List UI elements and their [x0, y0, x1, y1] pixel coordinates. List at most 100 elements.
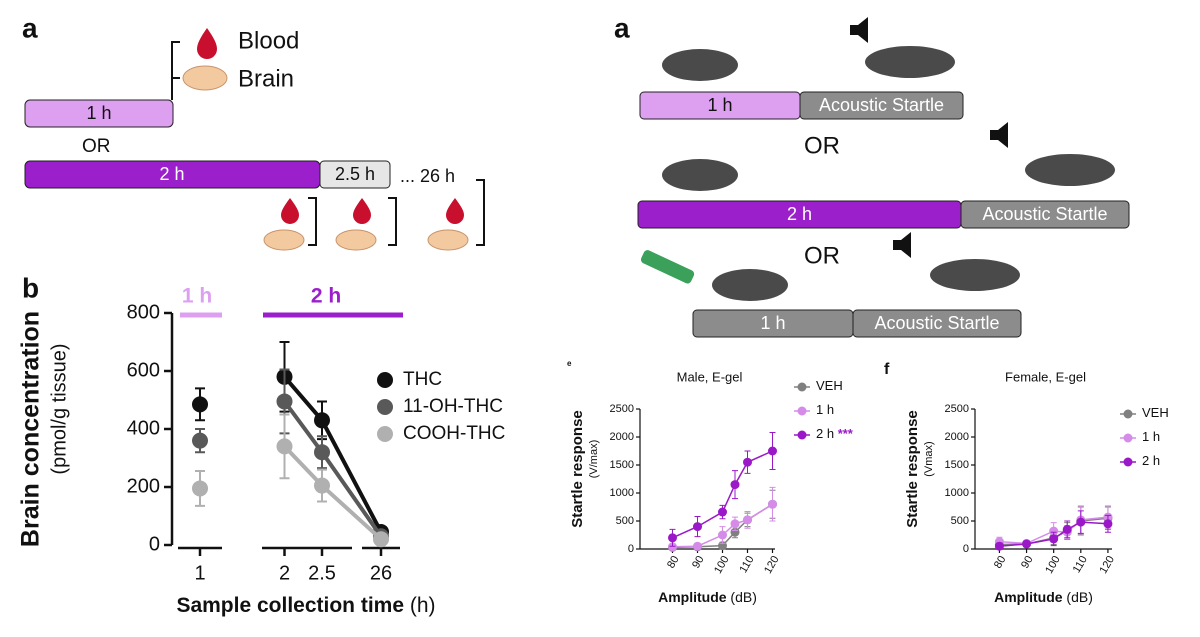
bar-label: 2 h [787, 204, 812, 224]
y-tick-label: 1000 [610, 487, 634, 499]
chart: 0 500 1000 1500 2000 2500 80 90 100 110 120 Startle… [884, 361, 1169, 604]
legend-label: COOH-THC [403, 423, 505, 444]
y-axis-sublabel: (pmol/g tissue) [48, 343, 70, 474]
bar-label: Acoustic Startle [982, 204, 1107, 224]
header-label: 1 h [182, 285, 212, 308]
data-point [768, 446, 777, 456]
bar-label: 1 h [707, 95, 732, 115]
data-point [1022, 539, 1032, 549]
legend-text: 2 h [816, 426, 834, 441]
x-label-text: Amplitude [994, 589, 1063, 605]
mouse [930, 259, 1020, 291]
x-tick-label: 110 [737, 554, 756, 575]
label: OR [804, 132, 840, 159]
data-point [743, 515, 752, 525]
blood-drop [281, 198, 464, 224]
legend-marker [1123, 433, 1133, 443]
data-point [768, 499, 777, 509]
legend-label: 1 h [816, 402, 834, 417]
x-tick-label: 120 [762, 554, 782, 576]
bar-label: 1 h [86, 103, 111, 123]
data-point [1049, 526, 1059, 536]
y-tick-label: 2000 [610, 431, 634, 443]
y-tick-label: 2500 [945, 403, 969, 415]
chart: 0 500 1000 1500 2000 2500 80 90 100 110 120 Startle… [567, 359, 854, 605]
x-tick-label: 1 [194, 562, 205, 584]
data-point [276, 438, 293, 455]
y-axis-sublabel: (Vmax) [923, 441, 935, 476]
data-point [693, 522, 702, 532]
header-label: 2 h [311, 285, 341, 308]
data-point [373, 531, 389, 548]
data-point [276, 393, 293, 410]
y-axis-label: Startle response [904, 410, 921, 528]
data-point [718, 507, 727, 517]
bar-label: 2 h [159, 164, 184, 184]
legend-marker [797, 430, 807, 440]
mouse [1025, 154, 1115, 186]
panel-label: b [22, 272, 39, 303]
x-label-unit: (h) [404, 594, 436, 617]
chart-title: Male, E-gel [677, 369, 743, 384]
data-point [192, 432, 208, 449]
bracket [308, 179, 485, 246]
legend-marker [377, 426, 393, 442]
mouse [662, 159, 738, 191]
x-tick-label: 80 [992, 554, 1009, 571]
panel-label: f [884, 361, 890, 378]
legend-text: 2 h [1142, 453, 1160, 468]
data-point [1062, 524, 1072, 534]
data-point [743, 457, 752, 467]
x-tick-label: 2 [279, 562, 290, 584]
timeline-bar [319, 160, 391, 189]
y-tick-label: 600 [127, 359, 160, 381]
mouse [712, 269, 788, 301]
x-axis-label: Amplitude (dB) [658, 589, 757, 605]
data-point [668, 533, 677, 543]
legend-label: VEH [816, 378, 843, 393]
legend-label: VEH [1142, 405, 1169, 420]
x-tick-label: 100 [712, 554, 732, 576]
y-tick-label: 1500 [945, 459, 969, 471]
y-tick-label: 800 [127, 301, 160, 323]
x-label-text: Sample collection time [176, 594, 404, 617]
series-line [282, 375, 383, 533]
legend-text: 1 h [1142, 429, 1160, 444]
data-point [1049, 534, 1059, 544]
x-tick-label: 80 [665, 554, 682, 571]
y-tick-label: 0 [963, 543, 969, 555]
x-label-unit: (dB) [1063, 589, 1093, 605]
diagram-right: a 1 h Acoustic Startle 2 h Acoustic Startle… [614, 12, 1130, 338]
legend-label: THC [403, 369, 442, 390]
mice [640, 17, 1115, 301]
brain-icon [182, 65, 228, 91]
legend-text: 11-OH-THC [403, 396, 503, 417]
brain-icon [427, 229, 469, 251]
data-point [192, 396, 208, 413]
legend-label: 2 h *** [816, 426, 854, 441]
y-axis-label: Brain concentration [17, 311, 45, 547]
series-line [999, 521, 1108, 547]
timeline-bar [24, 99, 174, 128]
label: Blood [238, 27, 299, 54]
y-tick-label: 200 [127, 475, 160, 497]
data-point [668, 542, 677, 552]
y-tick-label: 500 [616, 515, 634, 527]
legend-marker [797, 406, 807, 416]
bracket [171, 41, 180, 100]
series-line [672, 450, 773, 539]
mouse [662, 49, 738, 81]
y-tick-label: 0 [628, 543, 634, 555]
blood-drop [197, 28, 217, 59]
mouse [865, 46, 955, 78]
label: OR [82, 136, 111, 157]
x-axis-label: Amplitude (dB) [994, 589, 1093, 605]
data-point [314, 477, 330, 494]
data-point [693, 541, 702, 551]
data-point [1103, 519, 1113, 529]
significance: *** [834, 426, 854, 441]
chart-title: Female, E-gel [1005, 369, 1086, 384]
legend-text: 1 h [816, 402, 834, 417]
